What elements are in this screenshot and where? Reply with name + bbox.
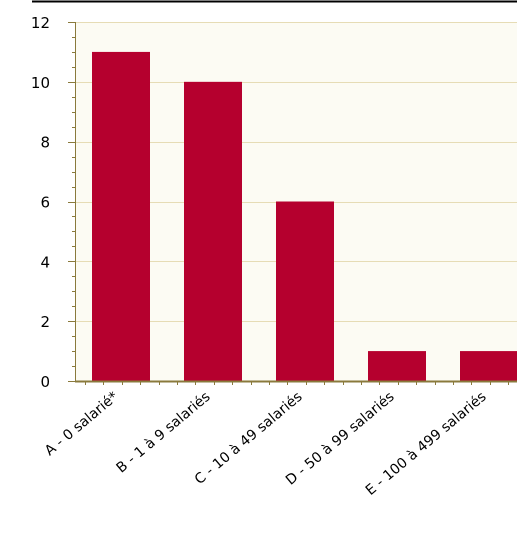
bar-d — [368, 351, 426, 381]
y-tick-label: 4 — [40, 253, 50, 271]
y-tick-label: 6 — [40, 194, 50, 212]
bar-a — [92, 51, 150, 382]
y-tick-label: 2 — [40, 313, 50, 331]
bar-c — [276, 201, 334, 381]
y-tick-label: 12 — [31, 14, 50, 32]
y-tick-label: 0 — [40, 373, 50, 391]
bar-b — [184, 81, 242, 381]
y-tick-labels: 0 2 4 6 8 10 12 — [31, 14, 50, 391]
y-tick-label: 10 — [31, 74, 50, 92]
y-tick-label: 8 — [40, 134, 50, 152]
x-tick-label: A - 0 salarié* — [42, 389, 122, 459]
bars — [92, 51, 517, 382]
bar-e — [460, 351, 517, 381]
x-tick-label: B - 1 à 9 salariés — [114, 389, 214, 477]
axes — [68, 22, 517, 385]
